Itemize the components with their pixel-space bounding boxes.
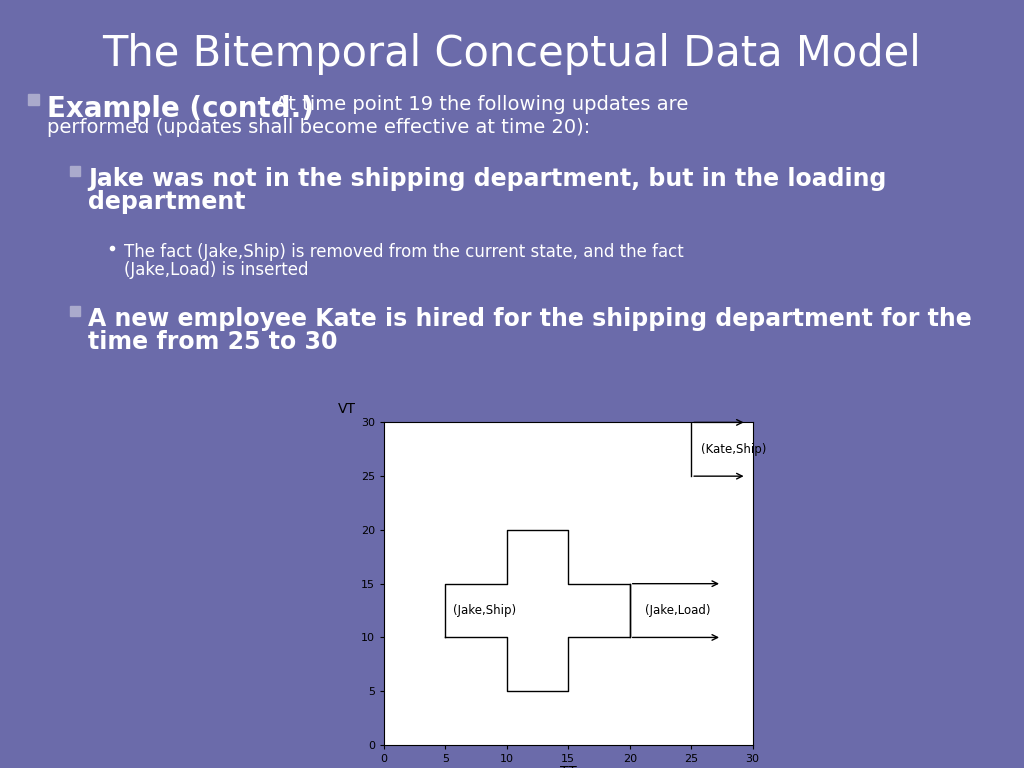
Bar — [28, 94, 39, 105]
Text: (Jake,Load) is inserted: (Jake,Load) is inserted — [124, 261, 308, 279]
Text: At time point 19 the following updates are: At time point 19 the following updates a… — [269, 95, 688, 114]
Bar — [70, 166, 80, 176]
Text: performed (updates shall become effective at time 20):: performed (updates shall become effectiv… — [47, 118, 590, 137]
X-axis label: TT: TT — [560, 766, 577, 768]
Text: The Bitemporal Conceptual Data Model: The Bitemporal Conceptual Data Model — [102, 33, 922, 75]
Text: department: department — [88, 190, 246, 214]
Text: Example (contd.): Example (contd.) — [47, 95, 314, 123]
Bar — [70, 306, 80, 316]
Text: (Jake,Ship): (Jake,Ship) — [454, 604, 516, 617]
Text: Jake was not in the shipping department, but in the loading: Jake was not in the shipping department,… — [88, 167, 887, 191]
Text: A new employee Kate is hired for the shipping department for the: A new employee Kate is hired for the shi… — [88, 307, 972, 331]
Y-axis label: VT: VT — [338, 402, 356, 416]
Text: (Kate,Ship): (Kate,Ship) — [701, 443, 766, 455]
Text: (Jake,Load): (Jake,Load) — [644, 604, 710, 617]
Text: The fact (Jake,Ship) is removed from the current state, and the fact: The fact (Jake,Ship) is removed from the… — [124, 243, 684, 261]
Text: time from 25 to 30: time from 25 to 30 — [88, 330, 338, 354]
